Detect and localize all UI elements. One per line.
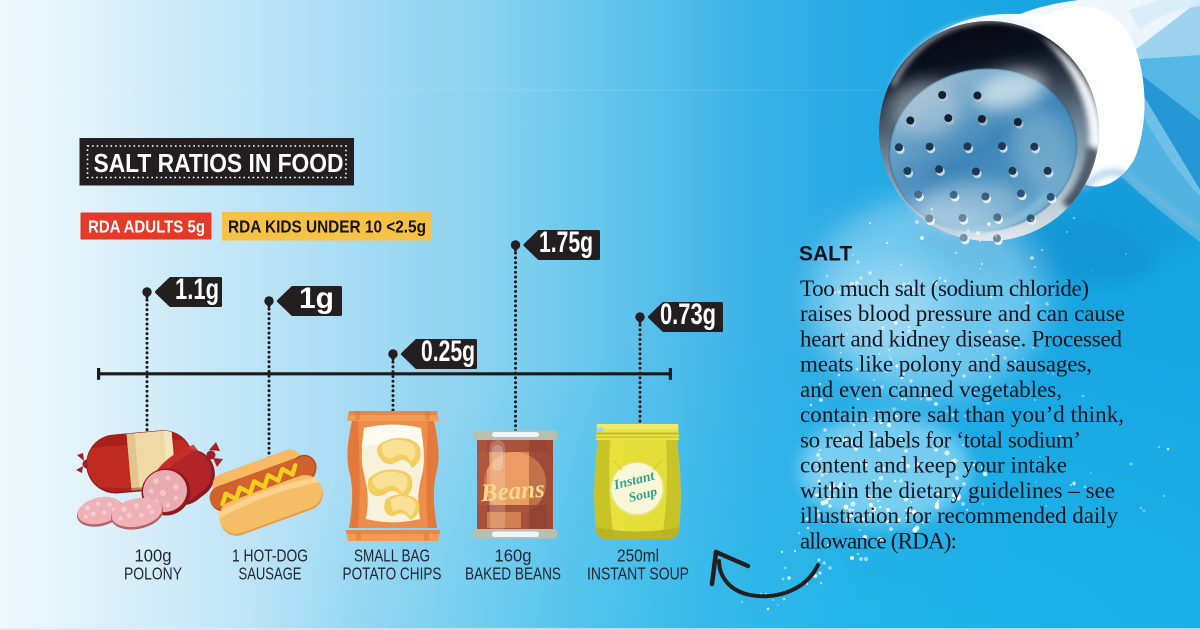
svg-text:SALT: SALT xyxy=(799,243,852,266)
svg-text:SMALL BAG: SMALL BAG xyxy=(354,546,430,566)
svg-text:1.1g: 1.1g xyxy=(175,273,219,306)
svg-text:SAUSAGE: SAUSAGE xyxy=(239,564,302,584)
svg-text:INSTANT SOUP: INSTANT SOUP xyxy=(587,564,689,584)
svg-text:SALT RATIOS IN FOOD: SALT RATIOS IN FOOD xyxy=(94,148,344,178)
svg-text:RDA ADULTS 5g: RDA ADULTS 5g xyxy=(88,217,205,237)
svg-text:POLONY: POLONY xyxy=(124,564,182,584)
svg-text:allowance (RDA):: allowance (RDA): xyxy=(800,529,957,554)
svg-text:within the dietary guidelines: within the dietary guidelines – see xyxy=(800,478,1115,503)
svg-text:contain more salt than you’d t: contain more salt than you’d think, xyxy=(800,402,1124,427)
svg-text:and even canned vegetables,: and even canned vegetables, xyxy=(800,377,1062,402)
svg-text:Too much salt (sodium chloride: Too much salt (sodium chloride) xyxy=(800,276,1089,301)
svg-text:Soup: Soup xyxy=(627,483,659,505)
svg-text:BAKED BEANS: BAKED BEANS xyxy=(465,564,561,584)
svg-text:0.25g: 0.25g xyxy=(421,335,475,368)
svg-text:250ml: 250ml xyxy=(617,546,659,566)
svg-text:illustration for recommended d: illustration for recommended daily xyxy=(800,503,1119,528)
svg-text:so read labels for ‘total sodi: so read labels for ‘total sodium’ xyxy=(800,428,1081,453)
svg-text:RDA KIDS UNDER 10 <2.5g: RDA KIDS UNDER 10 <2.5g xyxy=(228,217,426,237)
svg-text:meats like polony and sausages: meats like polony and sausages, xyxy=(800,352,1092,377)
svg-text:raises blood pressure and can: raises blood pressure and can cause xyxy=(800,301,1125,326)
svg-text:1.75g: 1.75g xyxy=(539,226,593,259)
svg-text:content and keep your intake: content and keep your intake xyxy=(800,453,1067,478)
svg-text:Beans: Beans xyxy=(479,476,546,507)
svg-text:160g: 160g xyxy=(495,546,532,566)
svg-text:1 HOT-DOG: 1 HOT-DOG xyxy=(232,546,308,566)
svg-text:heart and kidney disease. Proc: heart and kidney disease. Processed xyxy=(800,327,1123,352)
svg-text:POTATO CHIPS: POTATO CHIPS xyxy=(343,564,442,584)
svg-text:1g: 1g xyxy=(299,282,334,315)
svg-text:100g: 100g xyxy=(135,546,172,566)
svg-text:0.73g: 0.73g xyxy=(660,298,716,331)
